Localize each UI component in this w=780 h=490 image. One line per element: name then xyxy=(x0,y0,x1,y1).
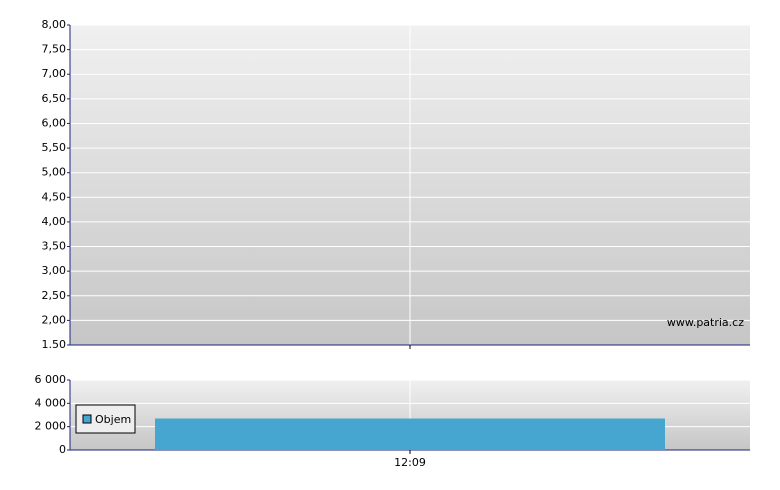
legend-label: Objem xyxy=(95,413,131,426)
y-tick-label: 3,50 xyxy=(42,240,67,253)
y-tick-label: 4,50 xyxy=(42,190,67,203)
y-tick-label: 4,00 xyxy=(42,215,67,228)
y-tick-label: 3,00 xyxy=(42,264,67,277)
y-tick-label: 8,00 xyxy=(42,18,67,31)
y-tick-label: 5,50 xyxy=(42,141,67,154)
y-tick-label: 2 000 xyxy=(35,420,67,433)
bar xyxy=(155,418,665,450)
legend-swatch xyxy=(82,414,92,424)
y-tick-label: 6 000 xyxy=(35,373,67,386)
y-tick-label: 6,00 xyxy=(42,116,67,129)
y-tick-label: 7,00 xyxy=(42,67,67,80)
y-tick-label: 7,50 xyxy=(42,43,67,56)
y-tick-label: 6,50 xyxy=(42,92,67,105)
y-tick-label: 0 xyxy=(59,443,66,456)
y-tick-label: 1.50 xyxy=(42,338,67,351)
y-tick-label: 5,00 xyxy=(42,166,67,179)
y-tick-label: 4 000 xyxy=(35,396,67,409)
x-tick-label: 12:09 xyxy=(394,456,426,469)
watermark: www.patria.cz xyxy=(667,316,744,329)
y-tick-label: 2,00 xyxy=(42,313,67,326)
y-tick-label: 2,50 xyxy=(42,289,67,302)
